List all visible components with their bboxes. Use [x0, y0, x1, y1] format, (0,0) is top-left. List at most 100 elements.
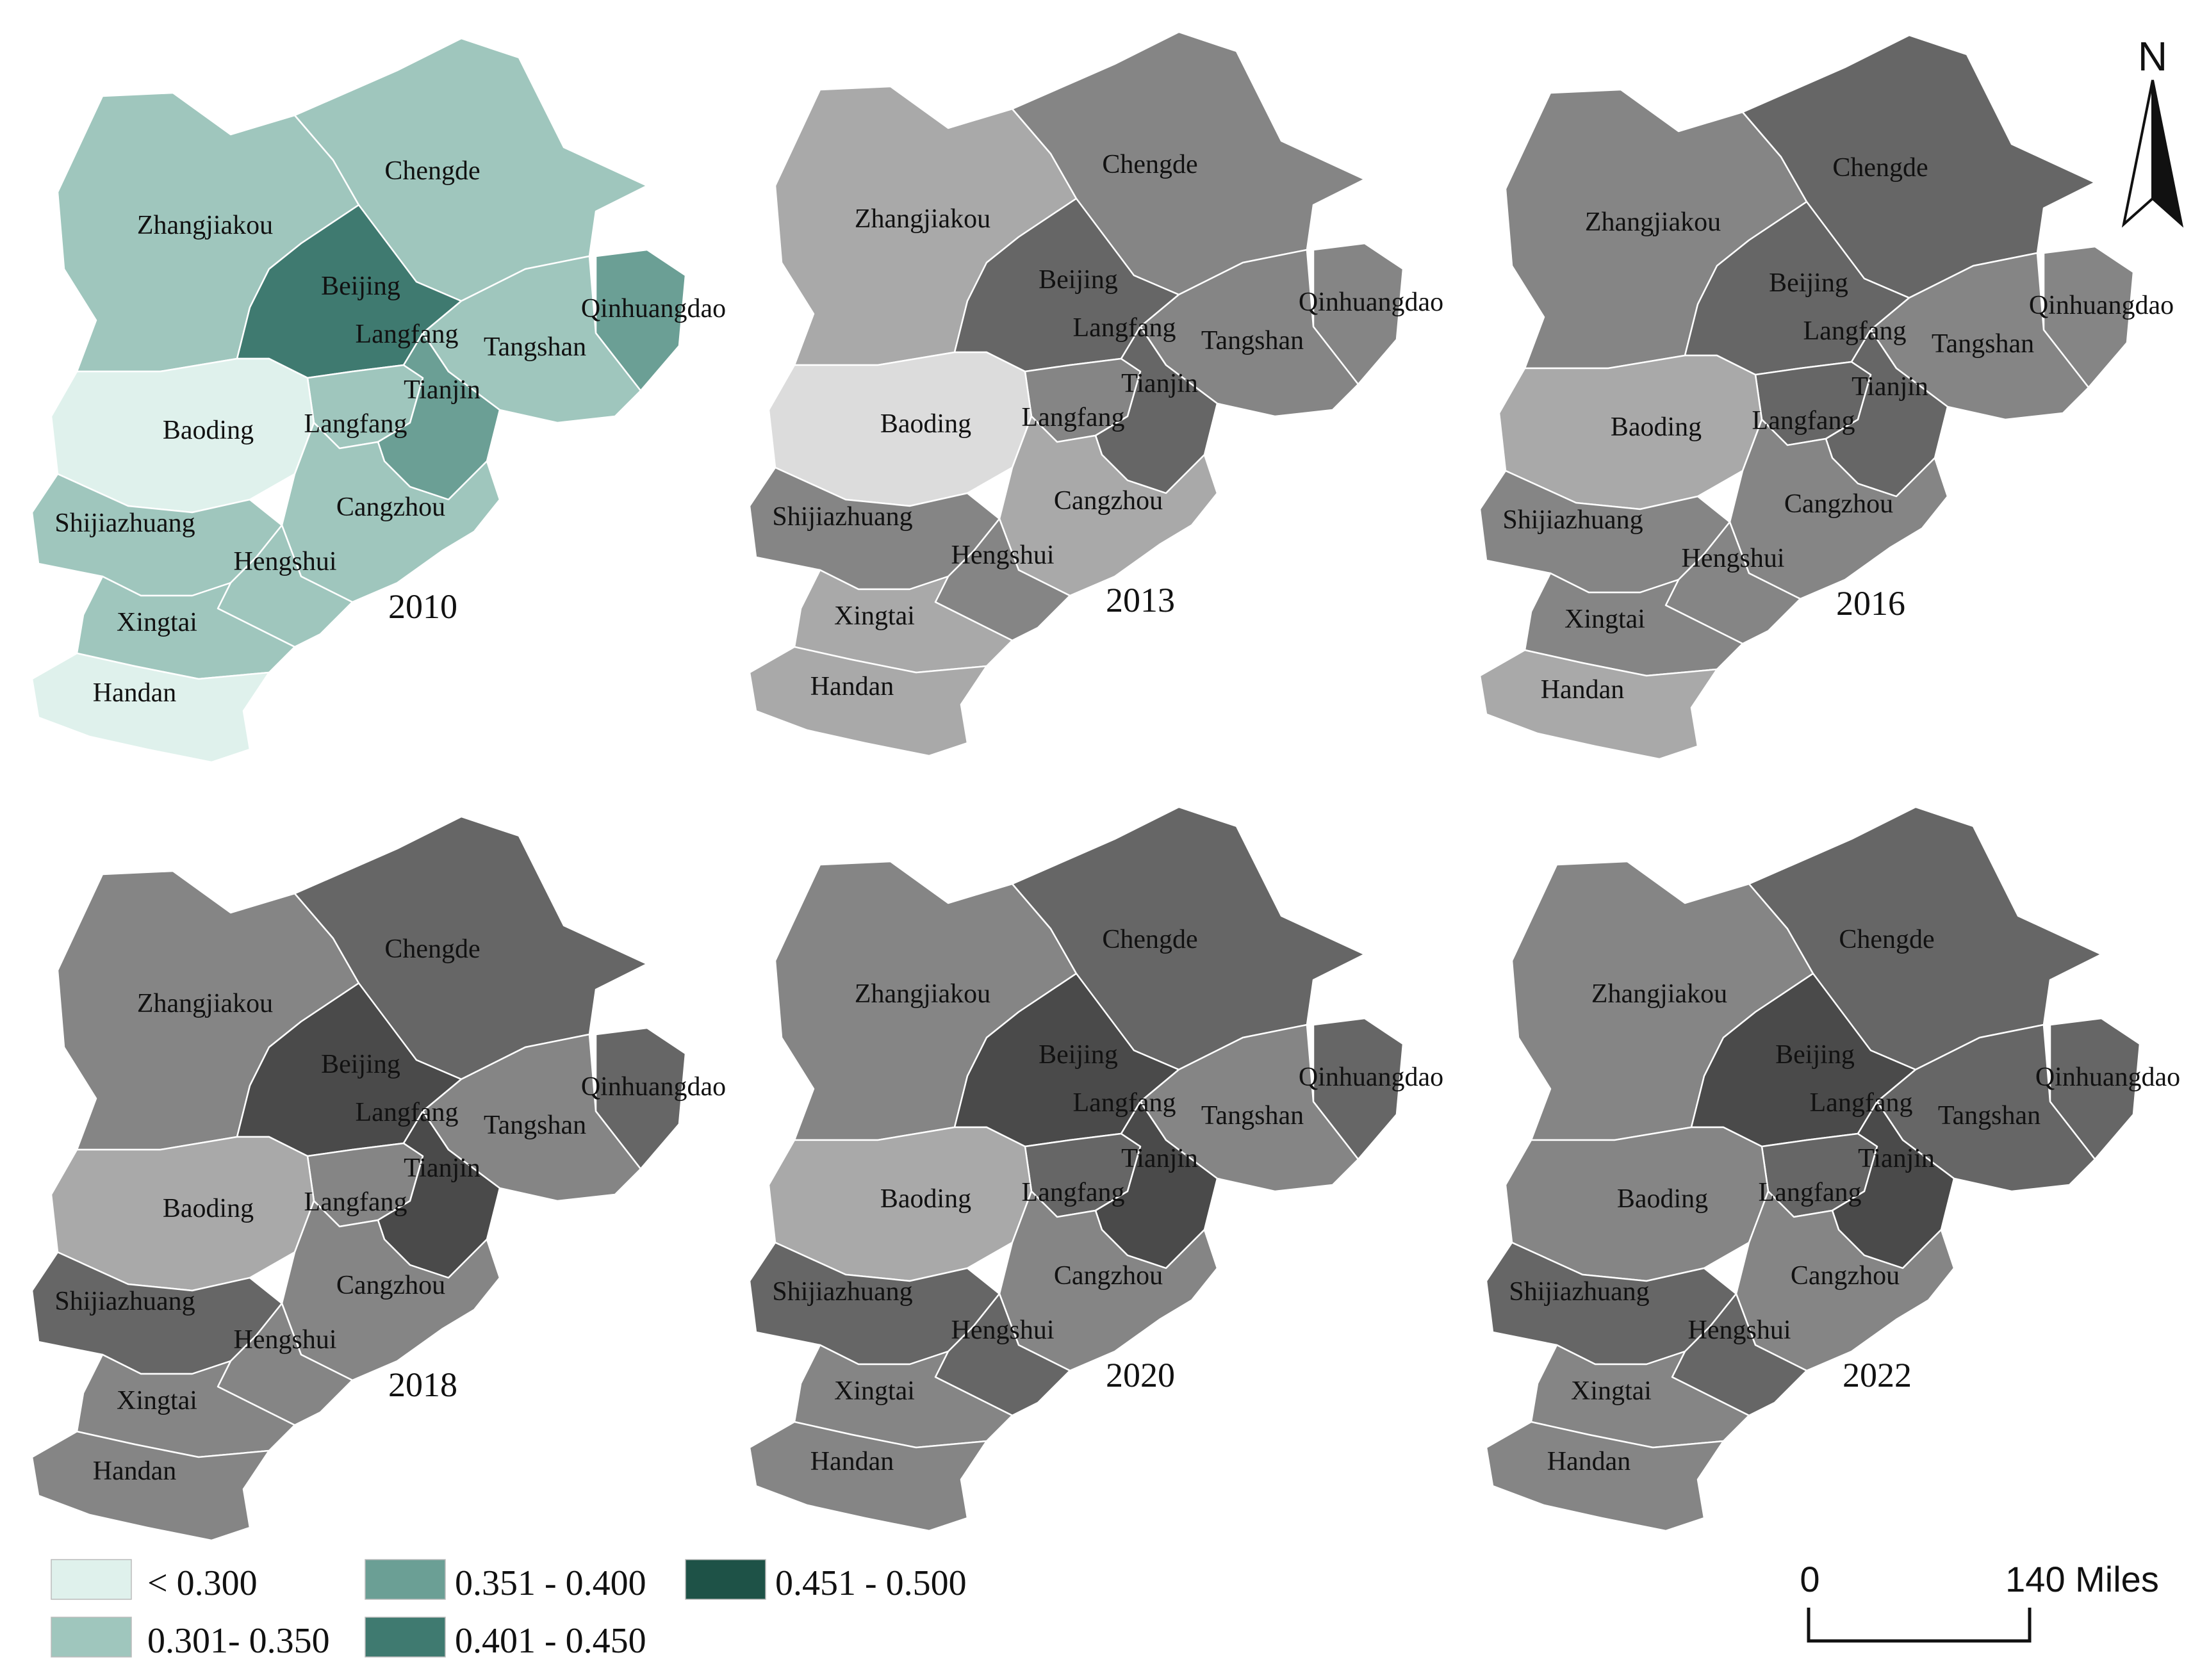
city-label-langfang-south: Langfang: [1022, 403, 1125, 432]
city-label-baoding: Baoding: [1617, 1184, 1708, 1214]
city-label-beijing: Beijing: [321, 272, 400, 301]
legend-label-3: 0.351 - 0.400: [455, 1563, 646, 1603]
legend-label-5: 0.451 - 0.500: [775, 1563, 967, 1603]
scale-end-label: 140 Miles: [2005, 1559, 2159, 1599]
city-label-hengshui: Hengshui: [1682, 544, 1785, 573]
city-label-beijing: Beijing: [1775, 1040, 1855, 1070]
city-label-cangzhou: Cangzhou: [1784, 489, 1893, 519]
city-label-hengshui: Hengshui: [951, 1316, 1055, 1345]
city-label-chengde: Chengde: [1832, 153, 1928, 183]
city-label-baoding: Baoding: [880, 1184, 971, 1214]
city-label-beijing: Beijing: [1039, 265, 1118, 295]
city-label-tianjin: Tianjin: [1121, 369, 1198, 398]
legend-swatch-1: [51, 1559, 132, 1600]
legend-label-1: < 0.300: [147, 1563, 258, 1603]
city-label-shijiazhuang: Shijiazhuang: [54, 509, 195, 538]
city-label-baoding: Baoding: [1611, 412, 1702, 442]
city-label-shijiazhuang: Shijiazhuang: [1509, 1277, 1649, 1307]
panel-year-label: 2010: [388, 587, 457, 626]
city-label-hengshui: Hengshui: [234, 1325, 337, 1355]
city-label-xingtai: Xingtai: [117, 608, 197, 637]
city-label-beijing: Beijing: [1039, 1040, 1118, 1070]
city-label-tangshan: Tangshan: [1201, 1101, 1304, 1130]
city-label-qinhuangdao: Qinhuangdao: [581, 294, 726, 323]
city-label-cangzhou: Cangzhou: [1054, 1261, 1163, 1291]
city-label-shijiazhuang: Shijiazhuang: [772, 502, 912, 532]
city-label-qinhuangdao: Qinhuangdao: [2029, 291, 2174, 320]
city-label-zhangjiakou: Zhangjiakou: [137, 989, 273, 1018]
panel-year-label: 2020: [1106, 1356, 1175, 1394]
city-label-xingtai: Xingtai: [834, 601, 915, 631]
city-label-cangzhou: Cangzhou: [1054, 486, 1163, 516]
city-label-hengshui: Hengshui: [234, 547, 337, 576]
map-panel-2020: Zhangjiakou Chengde Beijing Langfang Tianjin…: [748, 806, 1443, 1532]
legend: < 0.300 0.301- 0.350 0.351 - 0.400 0.401 - …: [51, 1559, 967, 1661]
map-panel-2022: Zhangjiakou Chengde Beijing Langfang Tianjin…: [1485, 806, 2180, 1532]
city-label-qinhuangdao: Qinhuangdao: [1299, 288, 1443, 317]
city-label-tangshan: Tangshan: [1938, 1101, 2041, 1130]
map-panel-2016: Zhangjiakou Chengde Beijing Langfang Tianjin…: [1479, 34, 2174, 760]
city-label-xingtai: Xingtai: [1564, 605, 1645, 634]
city-label-langfang: Langfang: [1803, 316, 1907, 346]
city-label-langfang-south: Langfang: [304, 409, 407, 439]
city-label-langfang: Langfang: [1073, 313, 1176, 343]
city-label-cangzhou: Cangzhou: [336, 493, 445, 522]
city-label-tianjin: Tianjin: [1852, 372, 1928, 402]
city-label-zhangjiakou: Zhangjiakou: [137, 211, 273, 240]
city-label-langfang: Langfang: [1810, 1088, 1913, 1118]
city-label-chengde: Chengde: [1102, 150, 1197, 179]
north-arrow-label: N: [2138, 33, 2167, 79]
region-handan: [1485, 1421, 1725, 1532]
city-label-tangshan: Tangshan: [1932, 329, 2034, 359]
city-label-qinhuangdao: Qinhuangdao: [1299, 1063, 1443, 1092]
city-label-tangshan: Tangshan: [484, 1111, 586, 1140]
legend-label-2: 0.301- 0.350: [147, 1621, 330, 1661]
city-label-beijing: Beijing: [321, 1050, 400, 1079]
region-handan: [748, 646, 988, 757]
city-label-xingtai: Xingtai: [117, 1386, 197, 1415]
city-label-qinhuangdao: Qinhuangdao: [581, 1072, 726, 1102]
city-label-handan: Handan: [1547, 1447, 1631, 1476]
city-label-shijiazhuang: Shijiazhuang: [54, 1287, 195, 1316]
north-arrow: N: [2121, 33, 2184, 228]
city-label-handan: Handan: [1541, 675, 1625, 705]
city-label-langfang: Langfang: [356, 320, 459, 349]
scale-start-label: 0: [1800, 1559, 1819, 1599]
panel-year-label: 2018: [388, 1366, 457, 1404]
legend-swatch-2: [51, 1617, 132, 1658]
city-label-baoding: Baoding: [163, 416, 254, 445]
city-label-xingtai: Xingtai: [1571, 1376, 1652, 1406]
city-label-langfang-south: Langfang: [1759, 1178, 1862, 1207]
city-label-chengde: Chengde: [384, 934, 480, 964]
map-panel-2018: Zhangjiakou Chengde Beijing Langfang Tianjin…: [31, 815, 726, 1542]
region-handan: [1479, 649, 1718, 760]
city-label-xingtai: Xingtai: [834, 1376, 915, 1406]
legend-swatch-4: [365, 1617, 446, 1658]
map-panels: Zhangjiakou Chengde Beijing Langfang Tianjin…: [31, 31, 2180, 1542]
city-label-chengde: Chengde: [384, 156, 480, 186]
city-label-handan: Handan: [93, 678, 177, 708]
city-label-tianjin: Tianjin: [1121, 1144, 1198, 1173]
city-label-cangzhou: Cangzhou: [1791, 1261, 1900, 1291]
city-label-hengshui: Hengshui: [1688, 1316, 1791, 1345]
region-handan: [31, 652, 270, 763]
scale-bar-line: [1807, 1608, 2032, 1643]
city-label-baoding: Baoding: [163, 1194, 254, 1223]
city-label-tianjin: Tianjin: [1858, 1144, 1935, 1173]
map-panel-2010: Zhangjiakou Chengde Beijing Langfang Tianjin…: [31, 37, 726, 763]
city-label-langfang: Langfang: [1073, 1088, 1176, 1118]
city-label-handan: Handan: [810, 1447, 894, 1476]
panel-year-label: 2013: [1106, 581, 1175, 619]
city-label-hengshui: Hengshui: [951, 541, 1055, 570]
city-label-zhangjiakou: Zhangjiakou: [1591, 979, 1727, 1009]
city-label-qinhuangdao: Qinhuangdao: [2035, 1063, 2180, 1092]
city-label-chengde: Chengde: [1839, 925, 1934, 954]
city-label-langfang-south: Langfang: [1752, 406, 1855, 436]
city-label-cangzhou: Cangzhou: [336, 1271, 445, 1300]
city-label-tangshan: Tangshan: [1201, 326, 1304, 355]
city-label-langfang-south: Langfang: [304, 1187, 407, 1217]
city-label-zhangjiakou: Zhangjiakou: [855, 979, 990, 1009]
city-label-tianjin: Tianjin: [404, 1154, 480, 1183]
city-label-langfang-south: Langfang: [1022, 1178, 1125, 1207]
